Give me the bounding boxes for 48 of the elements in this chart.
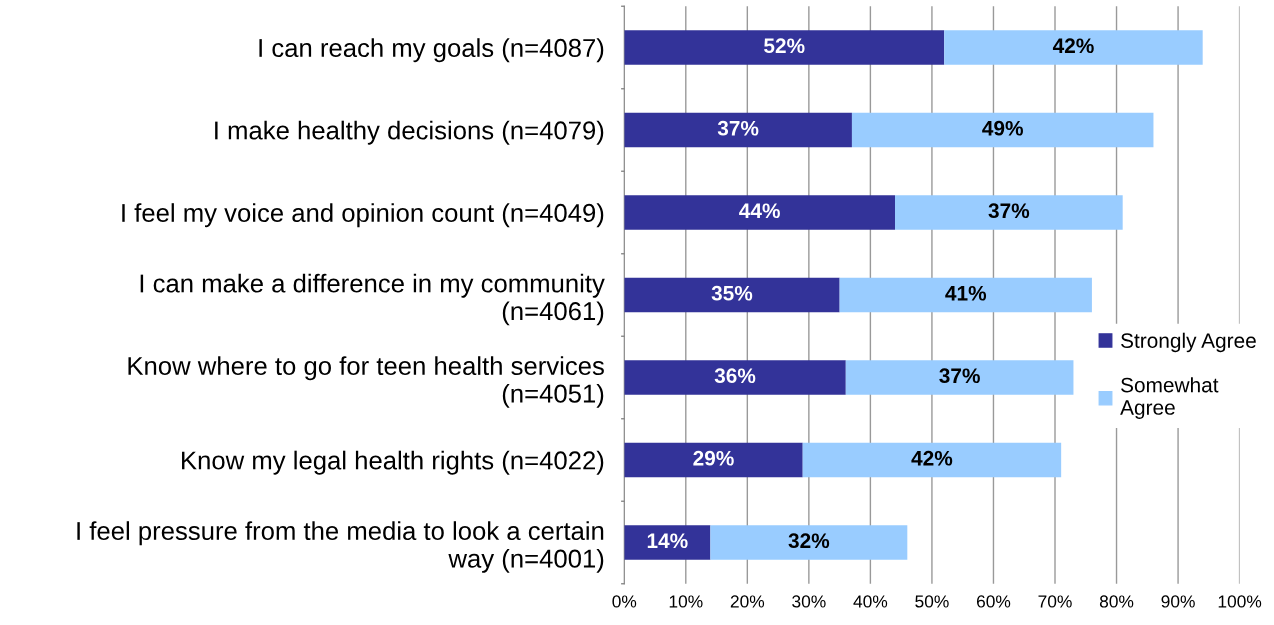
bar [851,112,1154,148]
data-label: 49% [982,120,1023,136]
bar [944,30,1203,65]
bar [839,277,1092,313]
bar [710,525,908,560]
y-tick-label: Know my legal health rights (n=4022) [182,450,604,475]
data-label: 29% [693,450,734,466]
x-tick-label: 0% [612,595,637,608]
legend-label: Somewhat Agree [1120,377,1219,419]
data-label: 44% [739,203,780,219]
bar [802,442,1062,478]
data-label: 42% [1052,38,1094,54]
data-label: 37% [988,203,1030,219]
y-tick-label: I feel pressure from the media to look a certain way (n=4001) [77,521,604,573]
legend-label: Strongly Agree [1121,332,1256,353]
data-label: 37% [717,120,759,136]
bar [624,195,896,230]
y-tick-label: I can reach my goals (n=4087) [259,38,604,63]
bar [845,360,1074,395]
data-label: 52% [764,38,805,54]
y-tick-label: I make healthy decisions (n=4079) [215,120,604,145]
bar [624,277,840,313]
bar [624,112,852,148]
data-label: 36% [714,368,756,384]
x-tick-label: 60% [976,595,1011,608]
data-label: 14% [647,533,688,549]
y-tick-label: I can make a difference in my community (n=4061) [140,273,605,326]
data-label: 32% [788,533,830,549]
x-tick-label: 80% [1099,595,1134,608]
bar [624,360,846,395]
x-tick-label: 10% [669,595,703,608]
bar [624,442,803,478]
x-tick-label: 90% [1161,595,1195,608]
y-tick-label: Know where to go for teen health services (n=4051) [128,356,604,408]
x-tick-label: 70% [1038,595,1072,608]
x-tick-label: 20% [730,595,765,608]
bar [624,525,711,560]
x-tick-label: 100% [1218,595,1262,608]
bar [895,195,1123,230]
data-label: 35% [711,285,753,301]
data-label: 41% [945,285,987,301]
x-tick-label: 50% [915,595,949,608]
bar [624,30,945,65]
data-label: 42% [911,450,953,466]
x-tick-label: 40% [853,595,888,608]
y-tick-label: I feel my voice and opinion count (n=4049) [122,203,604,228]
x-tick-label: 30% [792,595,826,608]
data-label: 37% [939,368,980,384]
